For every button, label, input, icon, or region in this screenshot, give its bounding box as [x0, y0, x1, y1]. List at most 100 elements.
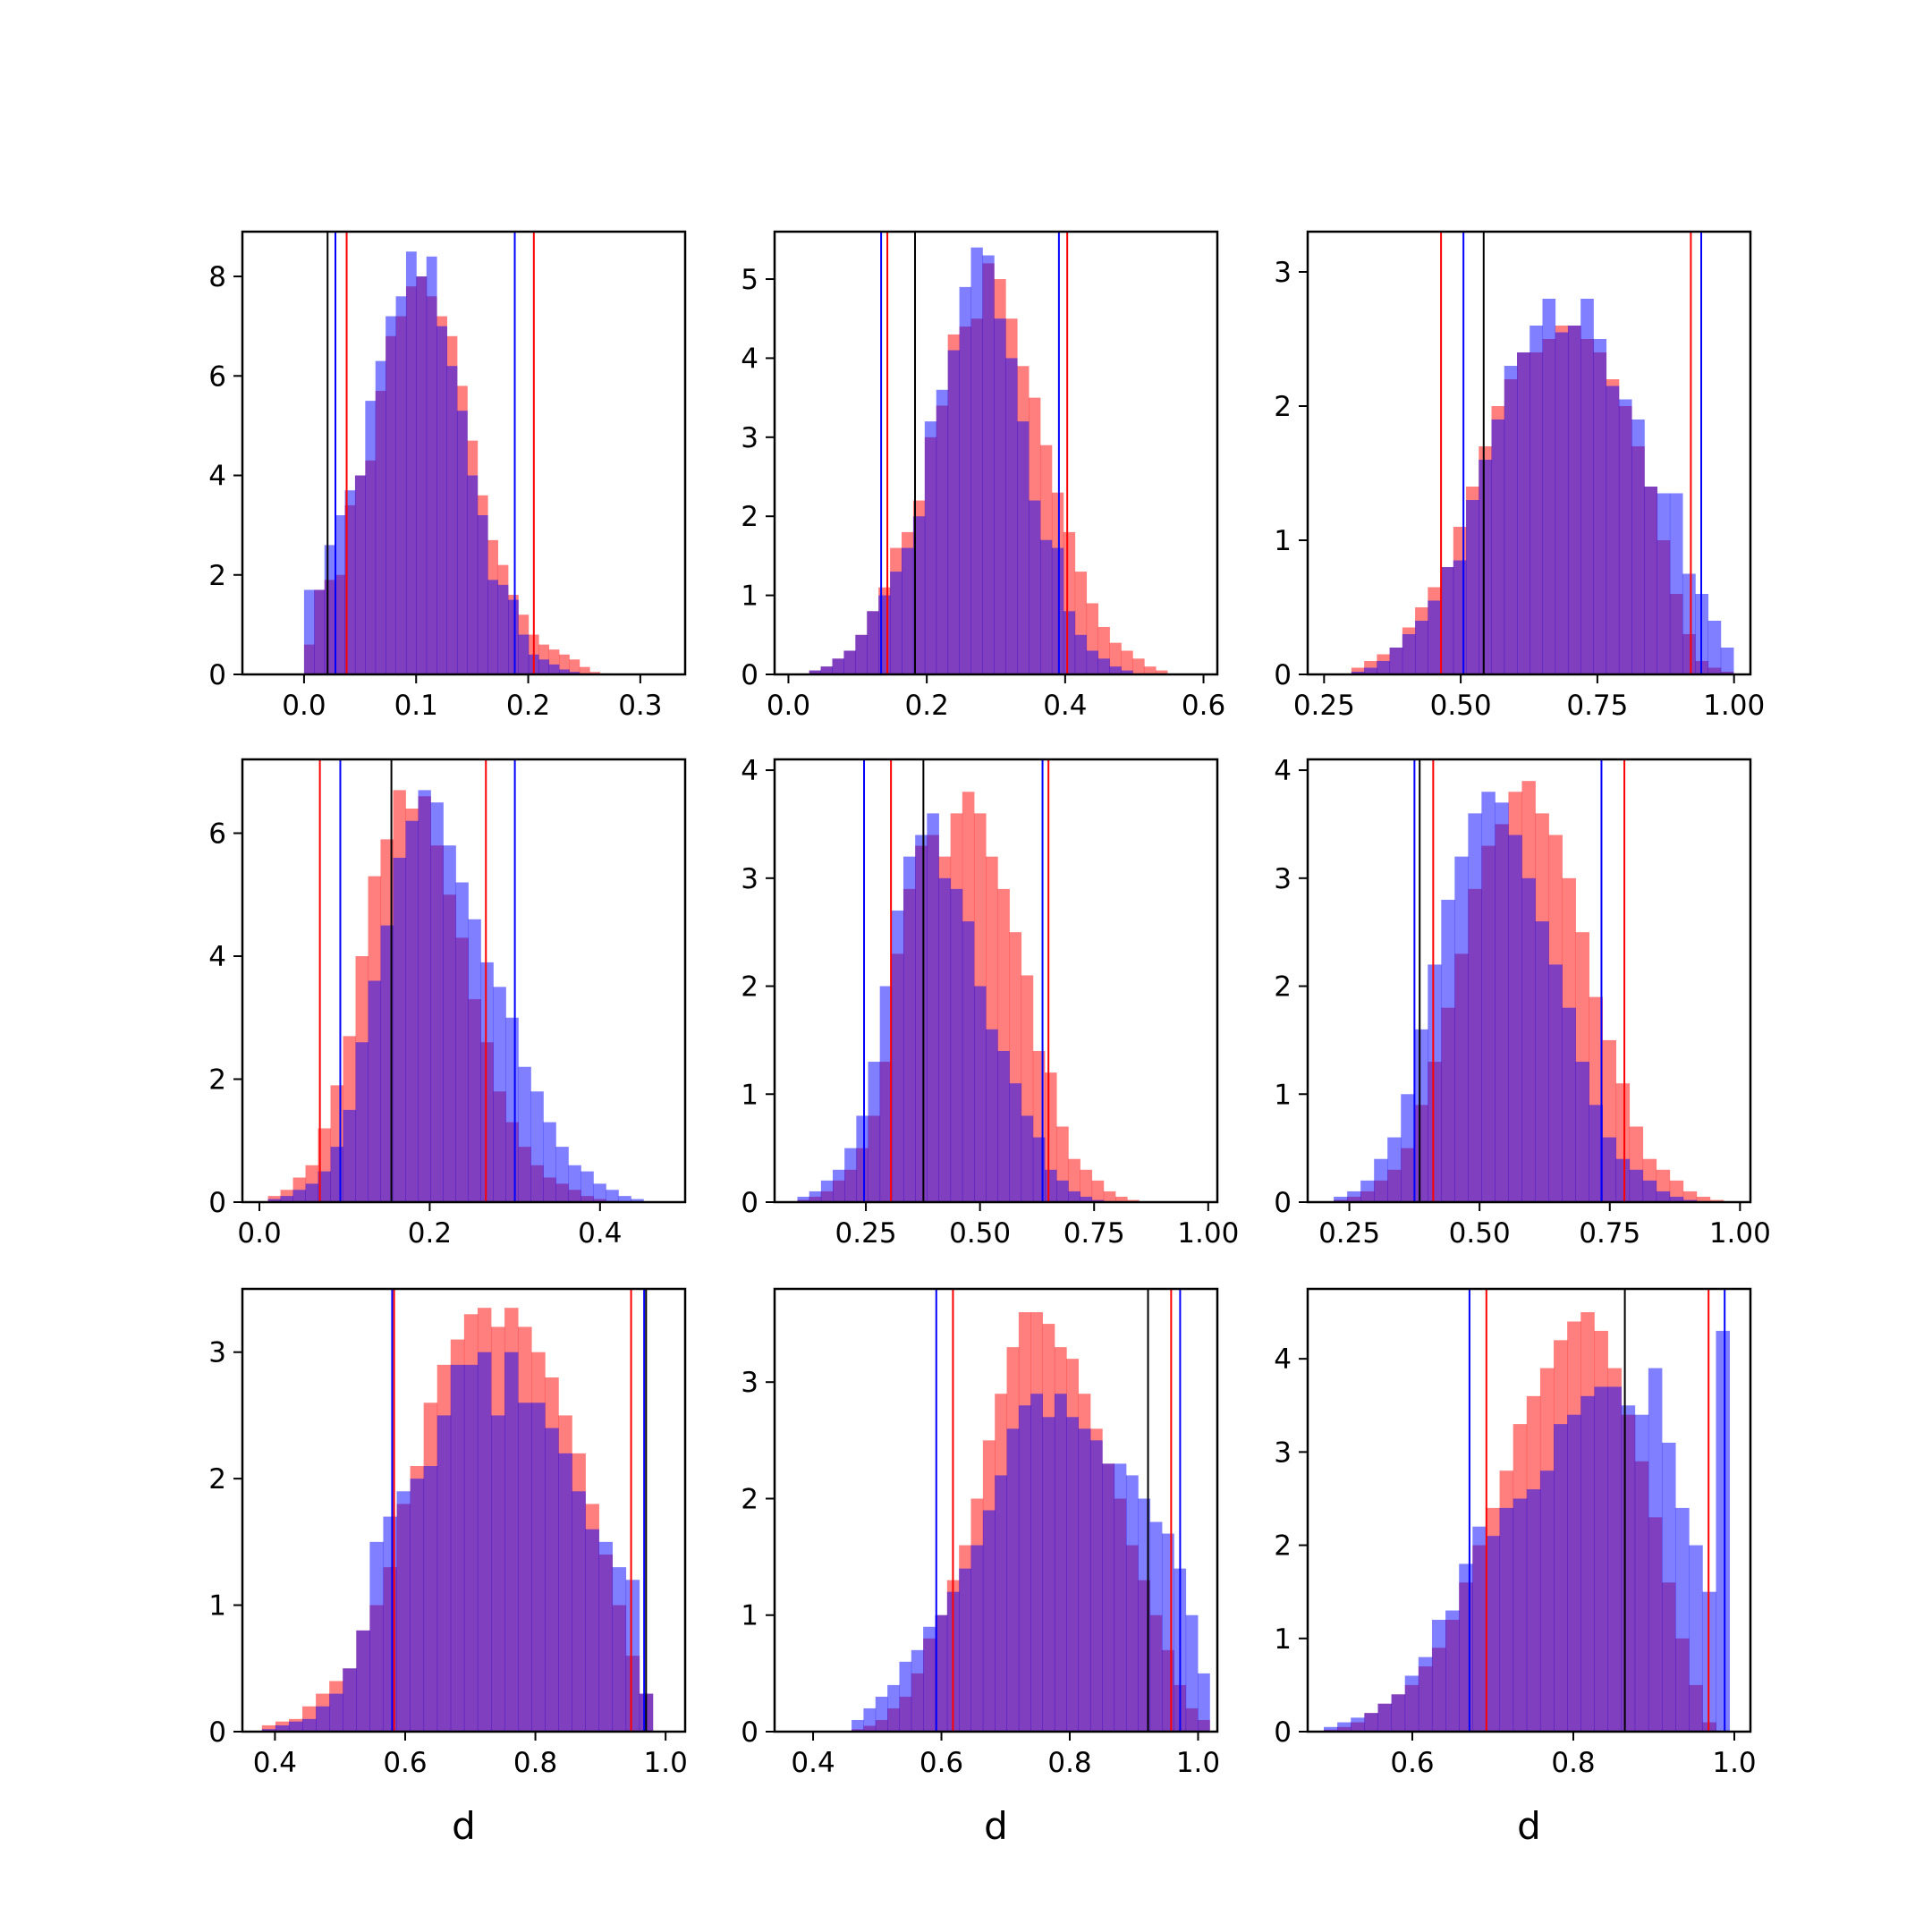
y-tick-label: 0: [741, 659, 758, 691]
histogram-bar: [1539, 1470, 1555, 1732]
histogram-bar: [572, 1491, 586, 1732]
histogram-bar: [1526, 1489, 1541, 1732]
histogram-bar: [1669, 1196, 1684, 1202]
y-tick-label: 0: [741, 1716, 758, 1749]
axes-frame: [1306, 1287, 1752, 1733]
histogram-bar: [1657, 493, 1671, 674]
histogram-bar: [903, 856, 916, 1202]
histogram-bar: [1428, 600, 1441, 674]
histogram-bar: [1445, 1610, 1460, 1732]
histogram-bar: [380, 925, 394, 1202]
histogram-bar: [1486, 1536, 1500, 1732]
histogram-bar: [477, 515, 488, 674]
y-tick-label: 2: [741, 501, 758, 533]
histogram-bar: [843, 650, 856, 674]
subplot-9: 0.6 0.8 1.0 0 1 2 3 4 d: [1274, 1287, 1757, 1848]
histogram-bar: [1121, 670, 1133, 674]
histogram-bar: [1017, 421, 1030, 674]
histogram-bar: [1103, 1191, 1116, 1202]
plot-area: [1351, 232, 1734, 674]
x-tick-label: 0.6: [383, 1747, 427, 1779]
x-tick-label: 0.6: [919, 1747, 963, 1779]
histogram-bar: [386, 316, 396, 674]
histogram-bar: [890, 572, 902, 674]
histogram-bar: [1149, 1521, 1163, 1732]
histogram-bar: [863, 1707, 877, 1732]
histogram-bar: [995, 1475, 1007, 1732]
y-tick-label: 2: [208, 1064, 226, 1097]
histogram-bar: [504, 1352, 519, 1732]
histogram-bar: [1618, 399, 1632, 674]
histogram-bar: [959, 286, 971, 674]
histogram-bar: [1156, 670, 1168, 674]
histogram-bar: [538, 659, 550, 674]
histogram-bar: [416, 276, 428, 674]
histogram-bar: [344, 490, 356, 674]
x-tick-label: 0.6: [1390, 1747, 1434, 1779]
histogram-bar: [1364, 667, 1377, 674]
x-tick-label: 1.0: [1176, 1747, 1220, 1779]
histogram-bar: [809, 670, 821, 674]
y-tick-label: 3: [1274, 257, 1292, 289]
histogram-bar: [1068, 1158, 1080, 1202]
histogram-bar: [1404, 1675, 1419, 1732]
histogram-bar: [324, 545, 335, 674]
histogram-bar: [1631, 419, 1645, 674]
histogram-bar: [568, 1165, 581, 1202]
plot-area: [1324, 1289, 1730, 1732]
axes-frame: [1306, 230, 1752, 676]
histogram-bar: [924, 421, 937, 674]
histogram-bar: [1364, 1713, 1378, 1732]
histogram-bar: [418, 790, 431, 1202]
histogram-bar: [329, 1693, 343, 1732]
y-tick-label: 2: [208, 560, 226, 592]
histogram-bar: [1114, 1463, 1127, 1732]
y-tick-label: 0: [1274, 1187, 1292, 1219]
histogram-bar: [559, 669, 570, 674]
histogram-bar: [1418, 1657, 1433, 1732]
y-tick-label: 2: [1274, 971, 1292, 1004]
histogram-bar: [997, 1050, 1010, 1202]
histogram-bar: [1377, 661, 1391, 674]
plot-area: [852, 1289, 1210, 1732]
histogram-bar: [970, 1545, 984, 1732]
axes-frame: [1306, 758, 1752, 1204]
histogram-bar: [1555, 332, 1569, 674]
histogram-series-2: [797, 813, 1105, 1202]
histogram-series-2: [303, 251, 590, 674]
x-tick-label: 0.8: [1551, 1747, 1595, 1779]
histogram-bar: [1481, 792, 1496, 1202]
histogram-bar: [927, 813, 939, 1202]
y-tick-label: 6: [208, 360, 226, 393]
histogram-bar: [468, 919, 481, 1202]
x-tick-label: 0.2: [905, 690, 949, 722]
histogram-bar: [393, 858, 406, 1202]
x-tick-label: 0.1: [394, 690, 438, 722]
histogram-bar: [302, 1718, 317, 1732]
histogram-bar: [1567, 1414, 1581, 1732]
histogram-bar: [275, 1724, 290, 1732]
histogram-bar: [548, 664, 560, 674]
histogram-bar: [1080, 1196, 1093, 1202]
histogram-bar: [833, 1169, 845, 1202]
y-tick-label: 2: [741, 971, 758, 1004]
x-tick-label: 0.2: [408, 1217, 452, 1250]
y-tick-label: 1: [208, 1590, 226, 1623]
histogram-bar: [899, 1661, 912, 1732]
y-tick-label: 3: [741, 1367, 758, 1399]
histogram-bar: [832, 658, 844, 674]
histogram-bar: [1454, 856, 1469, 1202]
histogram-bar: [1029, 500, 1041, 674]
histogram-bar: [559, 654, 570, 674]
histogram-bar: [1144, 666, 1157, 674]
histogram-bar: [518, 634, 530, 674]
histogram-bar: [1401, 1094, 1415, 1202]
histogram-bar: [936, 389, 949, 674]
histogram-bar: [1615, 1158, 1631, 1202]
x-tick-label: 0.8: [1047, 1747, 1091, 1779]
histogram-bar: [430, 802, 444, 1202]
x-tick-label: 0.0: [767, 690, 810, 722]
histogram-bar: [305, 1183, 318, 1202]
histogram-bar: [1508, 835, 1522, 1202]
